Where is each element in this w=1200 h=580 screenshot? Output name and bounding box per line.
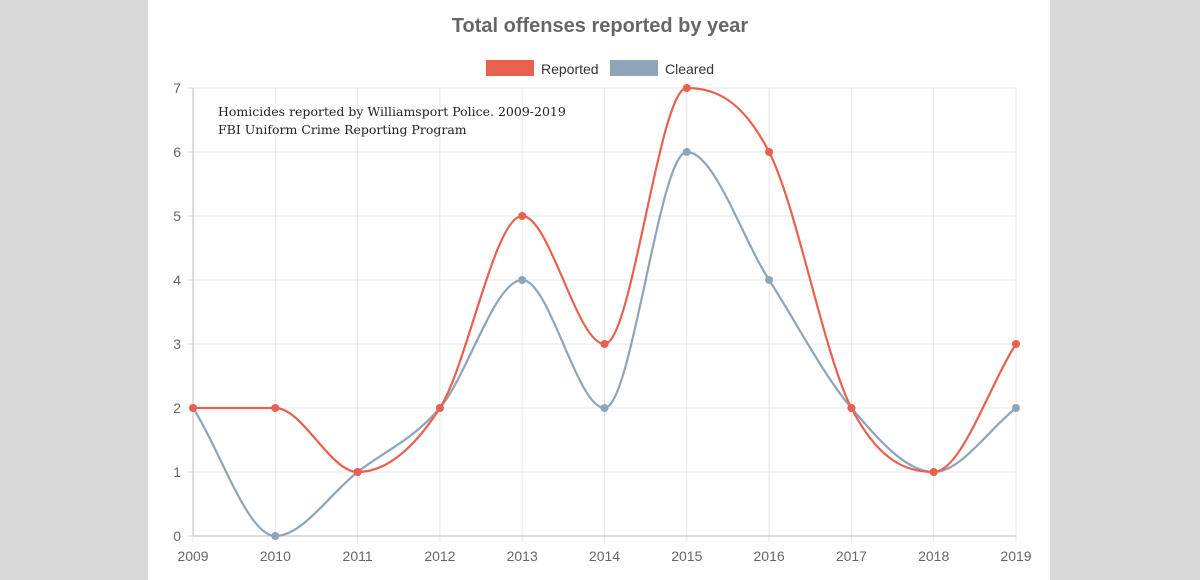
x-tick-label-2009: 2009 <box>177 548 208 564</box>
x-tick-label-2017: 2017 <box>836 548 867 564</box>
annotation-source-line-2: FBI Uniform Crime Reporting Program <box>218 122 467 137</box>
x-tick-label-2011: 2011 <box>343 548 373 564</box>
x-tick-label-2014: 2014 <box>589 548 620 564</box>
x-tick-label-2018: 2018 <box>918 548 949 564</box>
y-tick-label-0: 0 <box>173 528 181 544</box>
x-tick-label-2019: 2019 <box>1000 548 1031 564</box>
legend-label-reported: Reported <box>541 61 599 77</box>
point-reported-2018 <box>929 468 938 476</box>
grid-lines <box>187 87 1017 542</box>
point-reported-2012 <box>435 404 444 412</box>
point-reported-2019 <box>1012 340 1020 348</box>
legend-swatch-reported <box>486 60 534 76</box>
point-cleared-2016 <box>765 276 774 284</box>
point-reported-2016 <box>765 148 774 156</box>
point-cleared-2010 <box>271 532 280 540</box>
tick-labels: 0 1 2 3 4 5 6 7 2009 2010 2011 2012 2013 2014 2015 2016… <box>173 80 1032 564</box>
x-tick-label-2013: 2013 <box>507 548 538 564</box>
legend-label-cleared: Cleared <box>665 61 714 77</box>
x-tick-label-2015: 2015 <box>671 548 702 564</box>
x-tick-label-2012: 2012 <box>424 548 455 564</box>
y-tick-label-5: 5 <box>173 208 181 224</box>
axes <box>192 88 1016 537</box>
y-tick-label-6: 6 <box>173 144 181 160</box>
point-reported-2014 <box>600 340 609 348</box>
x-tick-label-2016: 2016 <box>754 548 785 564</box>
y-tick-label-4: 4 <box>173 272 181 288</box>
y-tick-label-1: 1 <box>173 464 181 480</box>
chart-title: Total offenses reported by year <box>452 15 749 37</box>
point-reported-2009 <box>189 404 197 412</box>
series-points <box>189 84 1020 540</box>
chart-panel <box>148 0 1050 580</box>
annotation-source-line-1: Homicides reported by Williamsport Polic… <box>218 104 566 119</box>
legend: Reported Cleared <box>486 60 714 77</box>
legend-swatch-cleared <box>610 60 658 76</box>
x-tick-label-2010: 2010 <box>260 548 291 564</box>
y-tick-label-2: 2 <box>173 400 181 416</box>
point-reported-2013 <box>518 212 527 220</box>
point-cleared-2019 <box>1012 404 1020 412</box>
point-reported-2011 <box>353 468 362 476</box>
point-reported-2017 <box>847 404 856 412</box>
point-reported-2015 <box>682 84 691 92</box>
y-tick-label-7: 7 <box>173 80 181 96</box>
point-reported-2010 <box>271 404 280 412</box>
point-cleared-2014 <box>600 404 609 412</box>
point-cleared-2015 <box>682 148 691 156</box>
point-cleared-2013 <box>518 276 527 284</box>
y-tick-label-3: 3 <box>173 336 181 352</box>
